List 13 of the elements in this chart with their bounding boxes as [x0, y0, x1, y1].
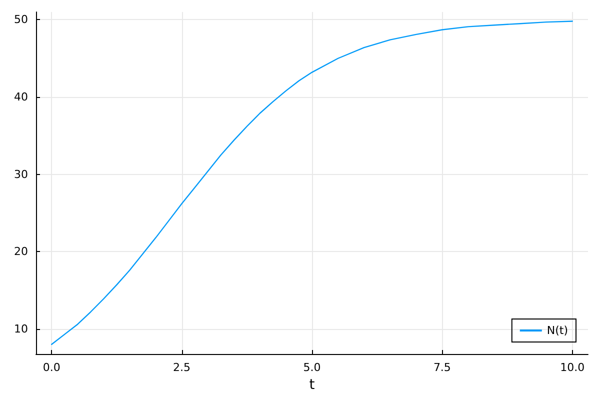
y-tick-label: 40	[14, 90, 28, 104]
x-tick-label: 10.0	[560, 361, 585, 374]
y-tick-label: 50	[14, 13, 28, 26]
x-tick-label: 5.0	[303, 361, 321, 374]
x-axis-title: t	[309, 377, 316, 393]
x-tick-label: 7.5	[433, 361, 451, 374]
y-tick-label: 30	[14, 168, 28, 181]
y-tick-label: 10	[14, 322, 28, 336]
line-series	[51, 20, 573, 345]
x-tick-label: 0.0	[42, 361, 60, 374]
x-tick-label: 2.5	[173, 361, 191, 374]
y-tick-label: 20	[14, 245, 28, 258]
legend-label: N(t)	[546, 324, 568, 337]
